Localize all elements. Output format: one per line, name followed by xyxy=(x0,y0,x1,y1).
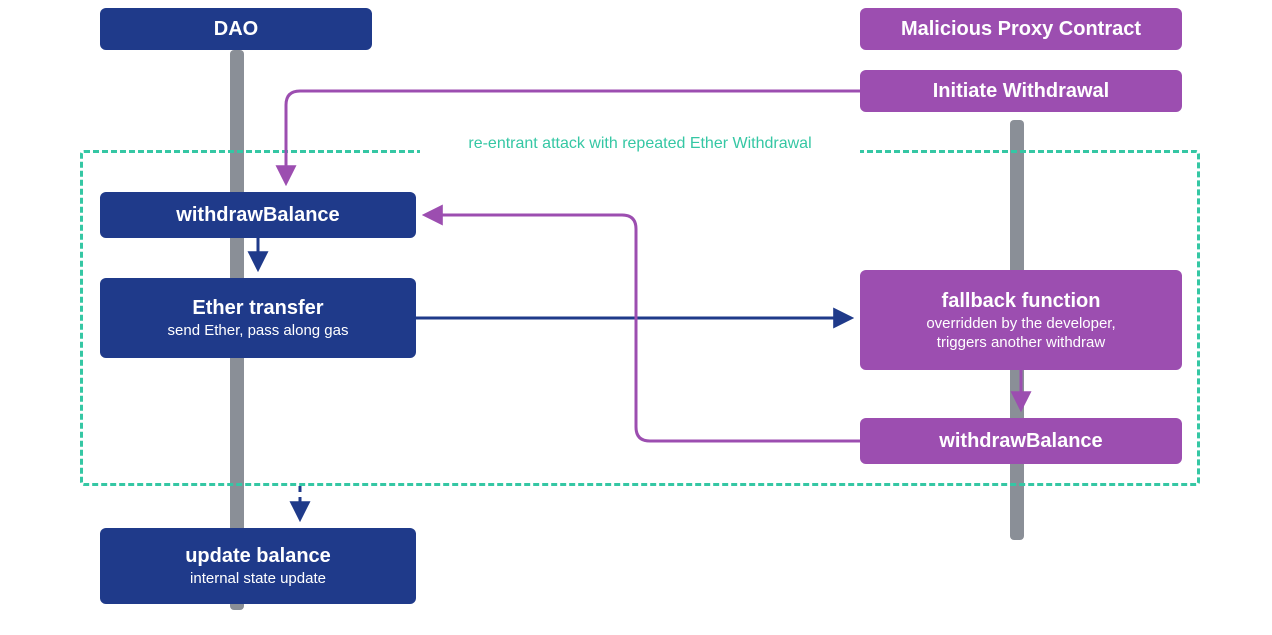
dao-header-label: DAO xyxy=(214,18,258,41)
ether-transfer-node: Ether transfer send Ether, pass along ga… xyxy=(100,278,416,358)
withdraw-balance-proxy-label: withdrawBalance xyxy=(939,430,1102,453)
update-balance-node: update balance internal state update xyxy=(100,528,416,604)
withdraw-balance-dao-node: withdrawBalance xyxy=(100,192,416,238)
initiate-withdrawal-label: Initiate Withdrawal xyxy=(933,80,1110,103)
ether-transfer-label: Ether transfer xyxy=(192,297,323,320)
update-balance-sub: internal state update xyxy=(190,570,326,587)
diagram-canvas: re-entrant attack with repeated Ether Wi… xyxy=(0,0,1272,635)
initiate-withdrawal-node: Initiate Withdrawal xyxy=(860,70,1182,112)
withdraw-balance-proxy-node: withdrawBalance xyxy=(860,418,1182,464)
proxy-header: Malicious Proxy Contract xyxy=(860,8,1182,50)
update-balance-label: update balance xyxy=(185,545,331,568)
proxy-header-label: Malicious Proxy Contract xyxy=(901,18,1141,41)
dao-header: DAO xyxy=(100,8,372,50)
ether-transfer-sub: send Ether, pass along gas xyxy=(168,322,349,339)
fallback-function-sub1: overridden by the developer, xyxy=(926,315,1115,332)
fallback-function-sub2: triggers another withdraw xyxy=(937,334,1105,351)
fallback-function-node: fallback function overridden by the deve… xyxy=(860,270,1182,370)
reentrant-region-label: re-entrant attack with repeated Ether Wi… xyxy=(420,135,860,153)
fallback-function-label: fallback function xyxy=(942,290,1101,313)
withdraw-balance-dao-label: withdrawBalance xyxy=(176,204,339,227)
